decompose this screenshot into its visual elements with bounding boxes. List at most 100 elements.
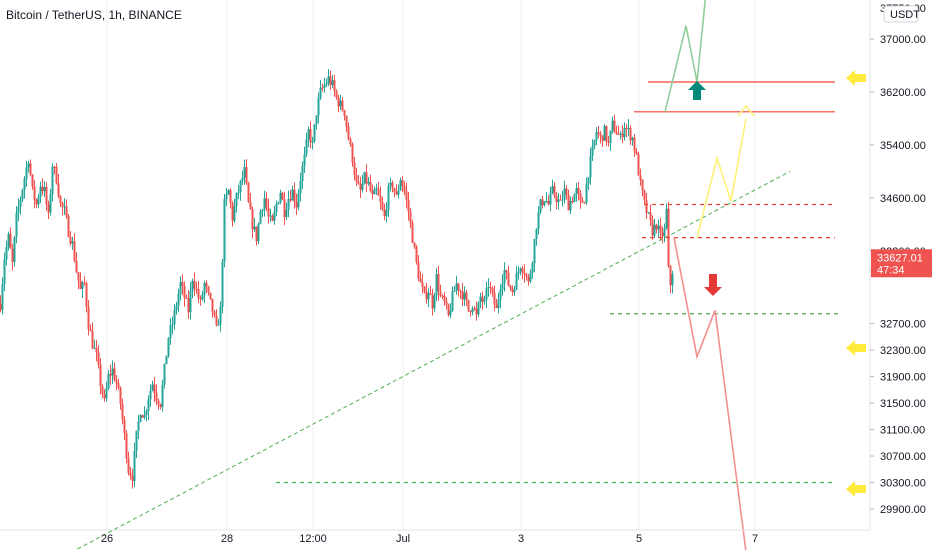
candle-body <box>109 373 112 376</box>
candle-body <box>403 186 406 192</box>
alt-projection-path <box>696 118 747 238</box>
candle-body <box>627 127 630 129</box>
candle <box>407 192 410 221</box>
candle <box>563 180 566 204</box>
candle-body <box>387 185 390 211</box>
candle-body <box>583 202 586 204</box>
candle-body <box>483 299 486 302</box>
candle <box>221 258 224 314</box>
candle-body <box>443 295 446 302</box>
candle <box>653 218 656 239</box>
candle <box>495 298 498 309</box>
candle-body <box>77 272 80 281</box>
candle <box>207 285 210 296</box>
candle-body <box>55 166 58 184</box>
side-arrow-icon <box>846 340 866 356</box>
candle <box>381 196 384 211</box>
candle <box>461 282 464 307</box>
candle <box>269 208 272 222</box>
candle-body <box>585 183 588 203</box>
candle-body <box>375 188 378 190</box>
candle <box>195 282 198 294</box>
candle-body <box>199 297 202 300</box>
candle <box>17 198 20 222</box>
candle <box>265 191 268 212</box>
candle-body <box>213 311 216 316</box>
candle <box>105 381 108 402</box>
candle-body <box>441 295 444 297</box>
candle <box>215 309 218 327</box>
candle <box>209 292 212 300</box>
candle-body <box>345 115 348 127</box>
candle <box>99 357 102 395</box>
candle-body <box>195 288 198 290</box>
candle <box>137 415 140 440</box>
candle <box>557 193 560 210</box>
candle-body <box>53 166 56 168</box>
candle <box>393 187 396 198</box>
candle-body <box>573 194 576 202</box>
candle <box>251 206 254 239</box>
candle <box>635 148 638 156</box>
candle <box>587 176 590 191</box>
candle <box>515 266 518 291</box>
candle-body <box>319 87 322 99</box>
chart-grid <box>106 0 756 530</box>
candle-body <box>31 174 34 187</box>
candle-body <box>163 364 166 385</box>
candle-body <box>575 188 578 195</box>
candle <box>233 198 236 223</box>
candle <box>523 263 526 283</box>
candle <box>167 337 170 358</box>
candle <box>35 198 38 209</box>
candle <box>37 193 40 209</box>
candle <box>81 280 84 298</box>
candle <box>85 281 88 313</box>
candle <box>581 197 584 203</box>
candle-body <box>531 263 534 273</box>
candle-body <box>189 291 192 313</box>
candle-body <box>303 154 306 166</box>
candle-body <box>591 146 594 156</box>
candle-body <box>543 201 546 206</box>
candle-body <box>281 192 284 200</box>
candle <box>497 292 500 314</box>
candle-body <box>455 283 458 291</box>
candle-body <box>243 167 246 179</box>
candle-body <box>411 222 414 243</box>
candle-body <box>553 186 556 196</box>
candle <box>349 136 352 147</box>
candle <box>537 205 540 235</box>
candle <box>589 147 592 185</box>
candle-body <box>225 194 228 200</box>
candle-body <box>187 298 190 313</box>
candle-body <box>209 292 212 299</box>
candle-body <box>469 310 472 312</box>
candle <box>145 408 148 422</box>
candle <box>585 177 588 205</box>
candle <box>39 181 42 203</box>
candle-body <box>23 178 26 190</box>
candle <box>453 286 456 292</box>
candle-body <box>657 225 660 230</box>
candle-body <box>73 241 76 261</box>
candle <box>567 189 570 211</box>
candle <box>79 272 82 290</box>
candle-body <box>41 186 44 192</box>
candle-body <box>497 299 500 309</box>
candle <box>259 209 262 225</box>
time-tick-label: 12:00 <box>299 533 327 545</box>
candle-body <box>481 296 484 302</box>
candle-body <box>165 355 168 365</box>
currency-badge-label: USDT <box>890 9 920 21</box>
candle <box>397 184 400 199</box>
candle-body <box>487 287 490 289</box>
candle <box>103 389 106 402</box>
candle <box>457 282 460 297</box>
candle <box>227 189 230 195</box>
candle-body <box>605 125 608 142</box>
candle-body <box>161 384 164 408</box>
currency-badge[interactable]: USDT <box>883 5 920 23</box>
candle-body <box>153 384 156 394</box>
